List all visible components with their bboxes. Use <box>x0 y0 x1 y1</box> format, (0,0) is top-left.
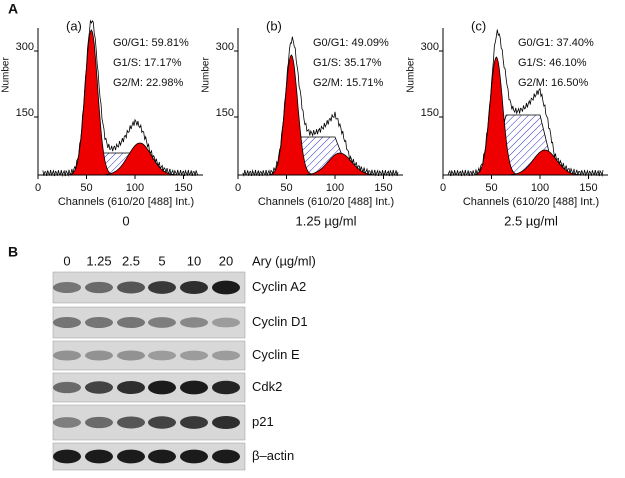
band <box>117 449 145 464</box>
band <box>53 449 81 464</box>
stat: G2/M: 15.71% <box>313 77 384 89</box>
plot-label: (a) <box>66 18 82 33</box>
protein-label: β–actin <box>252 448 294 463</box>
stat: G0/G1: 49.09% <box>313 37 389 49</box>
band <box>117 281 145 294</box>
dose: 2.5 µg/ml <box>504 213 558 228</box>
y-tick-label: 150 <box>421 107 439 119</box>
band <box>85 281 113 294</box>
band <box>53 417 81 428</box>
stat: G0/G1: 59.81% <box>113 37 189 49</box>
dose-label: 10 <box>187 253 201 268</box>
panel-label: B <box>8 244 18 260</box>
band <box>117 416 145 429</box>
g1-peak <box>66 29 116 176</box>
y-tick-label: 300 <box>421 41 439 53</box>
band <box>148 281 176 294</box>
y-tick-label: 300 <box>216 41 234 53</box>
x-label: Channels (610/20 [488] Int.) <box>463 196 599 208</box>
stat: G2/M: 16.50% <box>518 77 589 89</box>
dose: 0 <box>122 213 129 228</box>
band <box>85 416 113 429</box>
dose: 1.25 µg/ml <box>296 213 357 228</box>
plot-label: (b) <box>266 18 282 33</box>
x-tick-label: 50 <box>80 182 92 194</box>
y-label: Number <box>406 57 417 93</box>
stat: G2/M: 22.98% <box>113 77 184 89</box>
stat: G1/S: 35.17% <box>313 57 382 69</box>
y-tick-label: 150 <box>216 107 234 119</box>
data-trace <box>242 36 399 177</box>
band <box>85 449 113 464</box>
stat: G0/G1: 37.40% <box>518 37 594 49</box>
band <box>148 317 176 328</box>
g1-peak <box>266 54 316 176</box>
band <box>212 350 240 361</box>
band <box>85 381 113 394</box>
x-label: Channels (610/20 [488] Int.) <box>58 196 194 208</box>
x-tick-label: 0 <box>35 182 41 194</box>
plot-label: (c) <box>471 18 486 33</box>
y-tick-label: 150 <box>16 107 34 119</box>
protein-label: Cyclin A2 <box>252 279 306 294</box>
x-tick-label: 50 <box>485 182 497 194</box>
x-tick-label: 0 <box>235 182 241 194</box>
band <box>85 350 113 361</box>
panel-label: A <box>8 1 18 17</box>
y-label: Number <box>1 57 12 93</box>
band <box>180 280 208 295</box>
band <box>53 282 81 293</box>
band <box>212 449 240 464</box>
band <box>212 380 240 395</box>
g2-peak <box>105 142 180 176</box>
dose-label: 2.5 <box>122 253 140 268</box>
protein-label: Cyclin E <box>252 347 300 362</box>
band <box>180 449 208 464</box>
x-tick-label: 100 <box>531 182 549 194</box>
protein-label: Cdk2 <box>252 379 282 394</box>
band <box>117 317 145 328</box>
band <box>180 416 208 429</box>
band <box>148 350 176 361</box>
band <box>53 317 81 328</box>
band <box>117 380 145 395</box>
dose-label: 0 <box>63 253 70 268</box>
band <box>148 449 176 464</box>
band <box>212 317 240 328</box>
x-tick-label: 50 <box>280 182 292 194</box>
stat: G1/S: 17.17% <box>113 57 182 69</box>
band <box>212 415 240 430</box>
x-tick-label: 100 <box>326 182 344 194</box>
dose-label: 20 <box>219 253 233 268</box>
protein-label: p21 <box>252 414 274 429</box>
band <box>53 381 81 394</box>
x-label: Channels (610/20 [488] Int.) <box>258 196 394 208</box>
y-tick-label: 300 <box>16 41 34 53</box>
band <box>85 317 113 328</box>
dose-label: 1.25 <box>86 253 111 268</box>
protein-label: Cyclin D1 <box>252 314 308 329</box>
stat: G1/S: 46.10% <box>518 57 587 69</box>
band <box>117 350 145 361</box>
band <box>180 380 208 395</box>
x-tick-label: 0 <box>440 182 446 194</box>
y-label: Number <box>201 57 212 93</box>
blot-strip <box>52 340 246 371</box>
x-tick-label: 100 <box>126 182 144 194</box>
band <box>180 350 208 361</box>
data-trace <box>42 19 199 177</box>
x-tick-label: 150 <box>174 182 192 194</box>
band <box>148 380 176 395</box>
x-tick-label: 150 <box>579 182 597 194</box>
dose-label: 5 <box>158 253 165 268</box>
band <box>180 317 208 328</box>
dose-title: Ary (µg/ml) <box>252 253 316 268</box>
band <box>148 416 176 429</box>
band <box>212 280 240 295</box>
data-trace <box>447 29 604 177</box>
x-tick-label: 150 <box>374 182 392 194</box>
band <box>53 350 81 361</box>
